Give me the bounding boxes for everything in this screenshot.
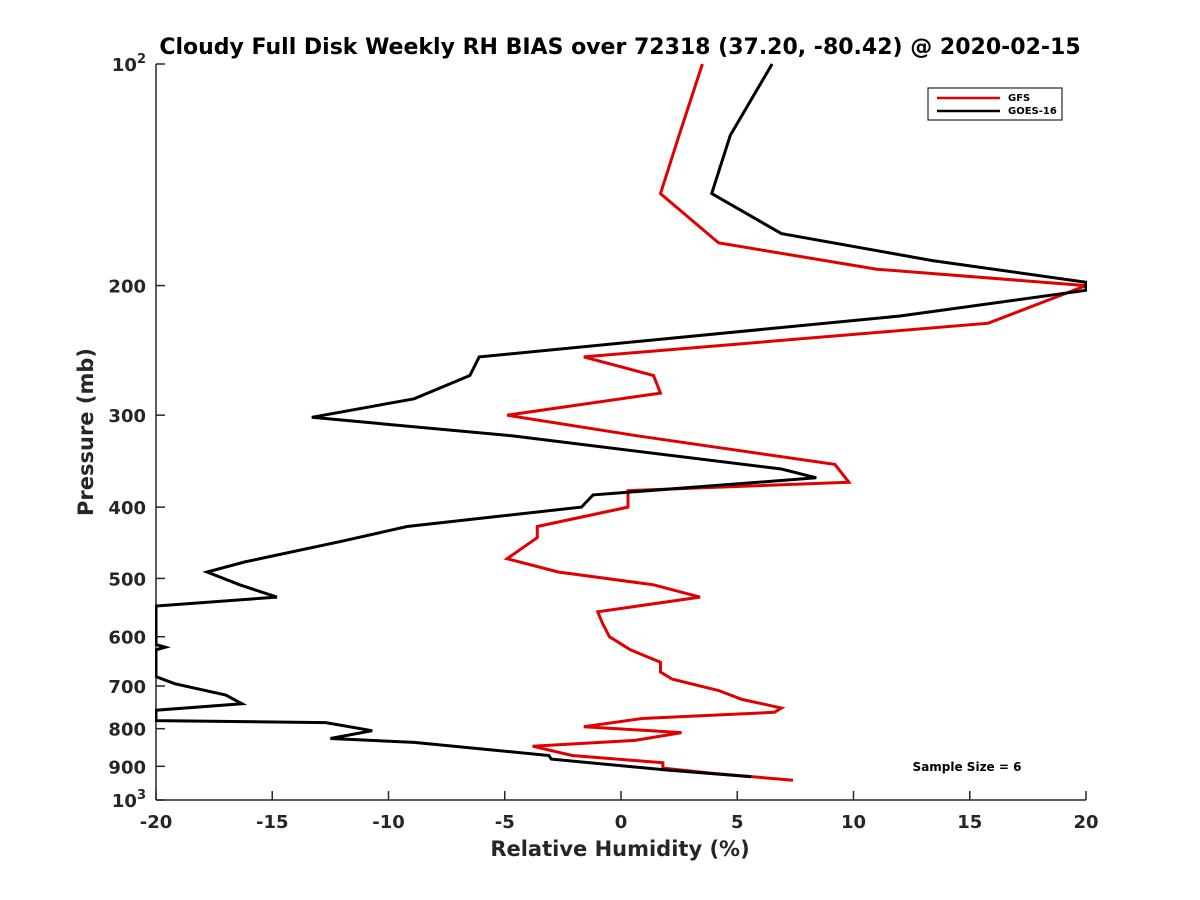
x-tick-label: -5: [495, 812, 515, 833]
y-tick-label: 900: [108, 757, 146, 778]
legend: GFS GOES-16: [927, 87, 1063, 121]
series-line-goes16: [155, 63, 1087, 779]
sample-size-annotation: Sample Size = 6: [913, 760, 1022, 774]
chart-title: Cloudy Full Disk Weekly RH BIAS over 723…: [159, 35, 1080, 60]
x-tick-label: 15: [957, 812, 982, 833]
x-tick-label: -10: [372, 812, 405, 833]
legend-label-gfs: GFS: [1008, 93, 1030, 104]
y-tick-label: 500: [108, 569, 146, 590]
y-tick-label: 600: [108, 628, 146, 649]
legend-box: [927, 87, 1063, 121]
x-tick-label: -15: [256, 812, 289, 833]
series-layer: [155, 63, 1087, 782]
y-tick-label: 400: [108, 498, 146, 519]
y-tick-label: 700: [108, 677, 146, 698]
x-ticks: -20 -15 -10 -5 0 5 10 15 20: [140, 791, 1099, 833]
x-tick-label: 20: [1073, 812, 1098, 833]
x-tick-label: 10: [841, 812, 866, 833]
x-tick-label: 5: [731, 812, 744, 833]
legend-label-goes16: GOES-16: [1008, 106, 1057, 117]
x-tick-label: -20: [140, 812, 173, 833]
y-tick-label: 200: [108, 277, 146, 298]
y-tick-label: 800: [108, 720, 146, 741]
y-tick-label: 300: [108, 406, 146, 427]
x-axis-label: Relative Humidity (%): [490, 837, 749, 861]
y-tick-label: 102: [112, 52, 146, 76]
series-line-gfs: [503, 63, 1087, 782]
y-ticks: 102 200 300 400 500 600 700 800 900 103: [108, 52, 165, 812]
y-tick-label: 103: [112, 788, 146, 812]
x-tick-label: 0: [615, 812, 628, 833]
y-axis-label: Pressure (mb): [74, 348, 98, 516]
